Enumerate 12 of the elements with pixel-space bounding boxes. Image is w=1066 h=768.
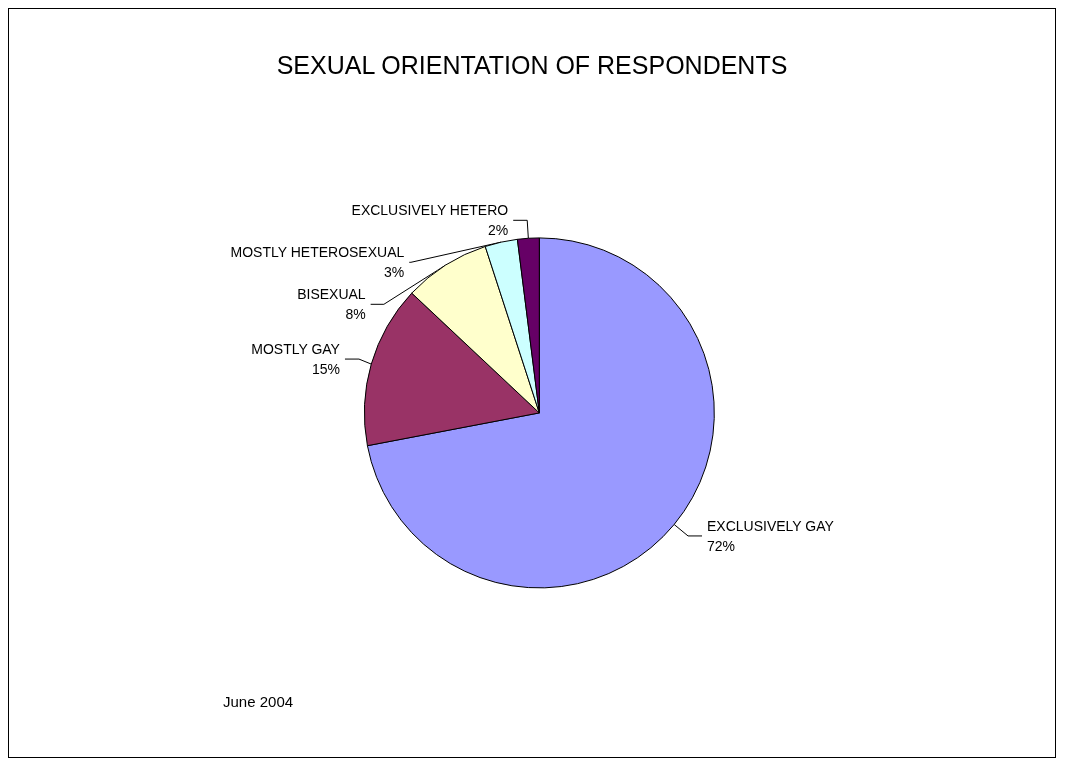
slice-label: MOSTLY GAY xyxy=(251,341,341,358)
slice-label: MOSTLY HETEROSEXUAL xyxy=(230,244,405,261)
data-label: 2% xyxy=(487,222,509,239)
slice-label: BISEXUAL xyxy=(297,286,366,303)
text: June 2004 xyxy=(223,693,294,710)
data-label: 15% xyxy=(311,361,340,378)
slice-label: EXCLUSIVELY GAY xyxy=(707,517,835,534)
data-label: 8% xyxy=(345,306,366,323)
slice-label: EXCLUSIVELY HETERO xyxy=(351,202,509,219)
data-label: 3% xyxy=(384,264,405,281)
data-label: 72% xyxy=(707,537,736,554)
chart-title: SEXUAL ORIENTATION OF RESPONDENTS xyxy=(276,50,788,79)
